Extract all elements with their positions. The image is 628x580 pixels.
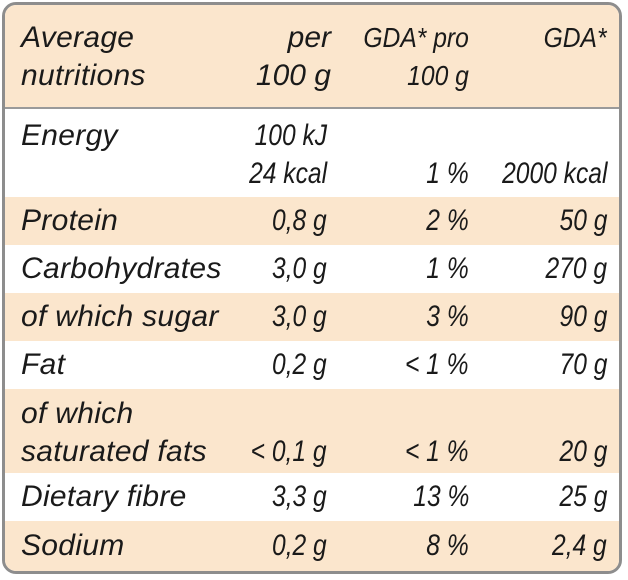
row-per: 0,2 g bbox=[272, 348, 327, 381]
row-per: 0,2 g bbox=[272, 529, 327, 562]
row-gdapro: 1 % bbox=[426, 252, 469, 285]
row-name: Fat bbox=[21, 348, 66, 381]
header-per-line1: per bbox=[287, 21, 331, 54]
row-name: Sodium bbox=[21, 529, 125, 562]
table-row-energy: Energy 100 kJ 24 kcal 1 % 2000 kcal bbox=[5, 109, 619, 197]
row-per: 3,0 g bbox=[272, 300, 327, 333]
table-row-sodium: Sodium 0,2 g 8 % 2,4 g bbox=[5, 521, 619, 571]
nutrition-table: Average nutritions per 100 g GDA* pro 10… bbox=[2, 2, 622, 574]
row-gda: 2000 kcal bbox=[501, 157, 607, 190]
row-name: Dietary fibre bbox=[21, 480, 187, 513]
row-gdapro: 2 % bbox=[426, 204, 469, 237]
row-gda: 50 g bbox=[559, 204, 607, 237]
row-per-line2: 24 kcal bbox=[249, 157, 327, 190]
header-name-line2: nutritions bbox=[21, 59, 146, 92]
table-row-fat: Fat 0,2 g < 1 % 70 g bbox=[5, 341, 619, 389]
header-gdapro-line2: 100 g bbox=[407, 60, 469, 91]
row-per: 0,8 g bbox=[272, 204, 327, 237]
row-name: Protein bbox=[21, 204, 119, 237]
header-name-line1: Average bbox=[21, 21, 135, 54]
table-row-protein: Protein 0,8 g 2 % 50 g bbox=[5, 197, 619, 245]
row-per: < 0,1 g bbox=[251, 435, 327, 468]
table-row-dietary-fibre: Dietary fibre 3,3 g 13 % 25 g bbox=[5, 473, 619, 521]
table-row-saturated-fats: of which saturated fats < 0,1 g < 1 % 20… bbox=[5, 389, 619, 473]
row-gda: 25 g bbox=[559, 480, 607, 513]
header-gdapro-cell: GDA* pro 100 g bbox=[364, 19, 469, 95]
row-gda: 90 g bbox=[559, 300, 607, 333]
header-gda-cell: GDA* bbox=[544, 19, 607, 57]
header-per-line2: 100 g bbox=[255, 59, 331, 92]
table-row-carbohydrates: Carbohydrates 3,0 g 1 % 270 g bbox=[5, 245, 619, 293]
row-per-cell: 100 kJ 24 kcal bbox=[249, 117, 327, 193]
row-name: Carbohydrates bbox=[21, 252, 222, 285]
header-gda-label: GDA* bbox=[544, 22, 607, 53]
table-row-sugar: of which sugar 3,0 g 3 % 90 g bbox=[5, 293, 619, 341]
row-gdapro: < 1 % bbox=[405, 435, 469, 468]
row-gdapro: 3 % bbox=[426, 300, 469, 333]
row-name-cell: of which saturated fats bbox=[21, 395, 207, 471]
row-gdapro: 13 % bbox=[412, 480, 469, 513]
row-name-line2: saturated fats bbox=[21, 435, 207, 468]
row-name-line1: of which bbox=[21, 397, 134, 430]
row-per-line1: 100 kJ bbox=[254, 119, 327, 152]
row-gda: 20 g bbox=[559, 435, 607, 468]
row-name: Energy bbox=[21, 119, 118, 152]
row-gdapro: 1 % bbox=[426, 157, 469, 190]
row-per: 3,3 g bbox=[272, 480, 327, 513]
header-per-cell: per 100 g bbox=[256, 19, 331, 95]
row-name: of which sugar bbox=[21, 300, 219, 333]
row-gdapro: < 1 % bbox=[405, 348, 469, 381]
row-gda: 270 g bbox=[545, 252, 607, 285]
header-row: Average nutritions per 100 g GDA* pro 10… bbox=[5, 5, 619, 109]
row-gdapro: 8 % bbox=[426, 529, 469, 562]
header-name-cell: Average nutritions bbox=[21, 19, 146, 95]
row-per: 3,0 g bbox=[272, 252, 327, 285]
row-gda: 70 g bbox=[559, 348, 607, 381]
row-gda: 2,4 g bbox=[552, 529, 607, 562]
header-gdapro-line1: GDA* pro bbox=[363, 22, 469, 53]
